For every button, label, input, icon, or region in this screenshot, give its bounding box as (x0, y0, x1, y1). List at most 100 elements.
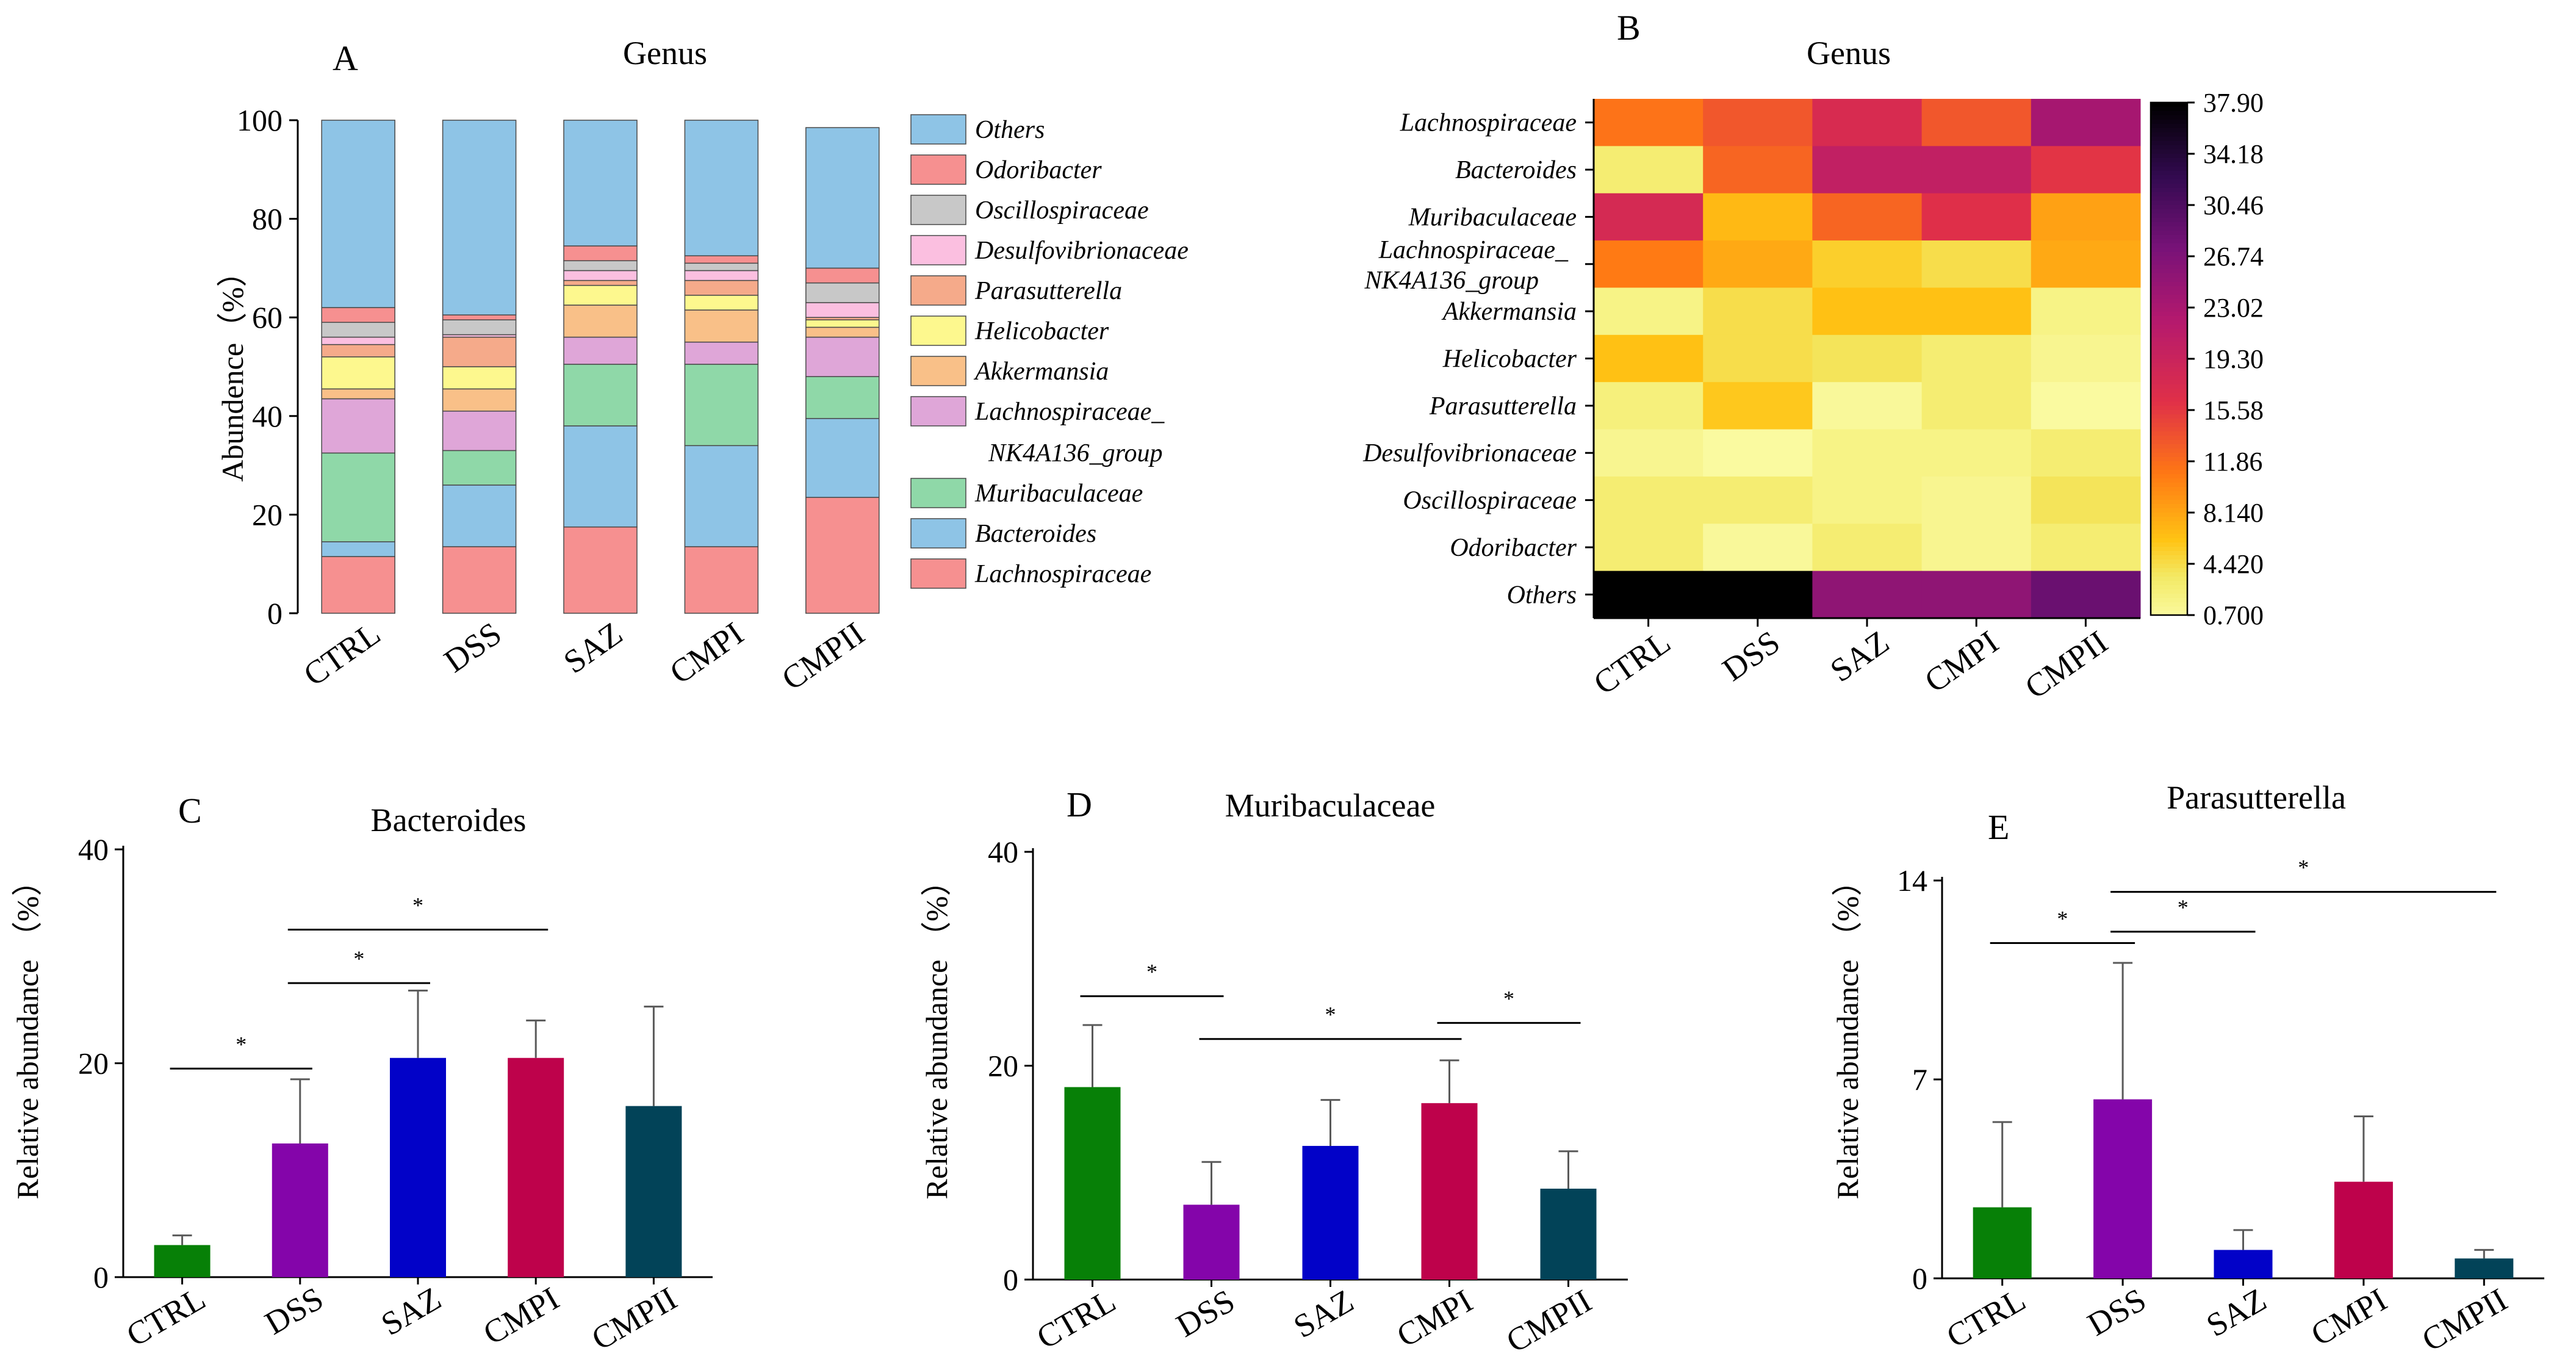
heatmap-column-label-ctrl: CTRL (1587, 624, 1677, 702)
heatmap-cell-helicobacter-saz (1812, 334, 1923, 383)
heatmap-cell-lachnospiraceae-cmpi (1921, 99, 2032, 146)
colorbar-gradient-step (2151, 141, 2187, 146)
colorbar-tick-label: 8.140 (2203, 498, 2264, 528)
heatmap-cell-muribaculaceae-cmpii (2031, 193, 2141, 241)
panel-letter-c: C (178, 791, 202, 830)
panel-a-legend-label-bacteroides: Bacteroides (975, 520, 1096, 548)
colorbar-gradient-step (2151, 495, 2187, 500)
panel-b-heatmap-cells (1594, 99, 2141, 619)
panel-a-bar-segment-oscillospiraceae-dss (442, 319, 517, 336)
panel-a-bar-segment-others-ctrl (321, 120, 395, 308)
colorbar-gradient-step (2151, 594, 2187, 599)
colorbar-gradient-step (2151, 521, 2187, 526)
colorbar-gradient-step (2151, 487, 2187, 492)
heatmap-row-label-odoribacter: Odoribacter (1450, 534, 1577, 562)
colorbar-gradient-step (2151, 171, 2187, 176)
panel-a-bar-segment-muribaculaceae-cmpi (684, 364, 759, 447)
colorbar-gradient-step (2151, 162, 2187, 167)
panel-a-bar-segment-desulfovibrionaceae-cmpi (684, 270, 759, 281)
heatmap-row-label-muribaculaceae: Muribaculaceae (1408, 203, 1577, 231)
panel-e-significance-star: * (2057, 906, 2068, 931)
heatmap-cell-bacteroides-cmpi (1921, 146, 2032, 194)
colorbar-gradient-step (2151, 534, 2187, 539)
heatmap-cell-bacteroides-saz (1812, 146, 1923, 194)
panel-c-bar-dss (272, 1143, 328, 1277)
panel-a-x-tick-label: CMPI (663, 615, 750, 691)
heatmap-row-label-others: Others (1507, 581, 1577, 609)
heatmap-column-label-saz: SAZ (1824, 624, 1896, 690)
heatmap-cell-bacteroides-dss (1703, 146, 1813, 194)
colorbar-gradient-step (2151, 222, 2187, 227)
colorbar-gradient-step (2151, 607, 2187, 611)
panel-a-bar-segment-bacteroides-cmpii (805, 418, 880, 498)
colorbar-tick-label: 23.02 (2203, 293, 2264, 323)
panel-c-y-tick-label: 20 (78, 1046, 109, 1081)
panel-a-legend: Others Odoribacter Oscillospiraceae Desulfo… (910, 114, 1189, 589)
panel-c-significance-star: * (412, 893, 423, 917)
panel-e-x-tick-label-cmpi: CMPI (2305, 1281, 2393, 1353)
panel-b-row-labels: Lachnospiraceae Bacteroides Muribaculaceae… (1362, 109, 1594, 609)
panel-d-significance-star: * (1325, 1003, 1336, 1027)
heatmap-cell-parasutterella-cmpii (2031, 382, 2141, 430)
panel-a-legend-swatch-parasutterella (910, 275, 966, 306)
panel-a-legend-swatch-oscillospiraceae (910, 195, 966, 225)
panel-c-x-tick-label-saz: SAZ (375, 1280, 447, 1342)
colorbar-gradient-step (2151, 115, 2187, 120)
panel-a-x-tick-label: CMPII (775, 615, 871, 697)
panel-a-legend-label-helicobacter: Helicobacter (974, 317, 1109, 345)
heatmap-row-label-lachnospiraceae-nk4a136-group: Lachnospiraceae_ NK4A136_group (1364, 236, 1569, 295)
colorbar-gradient-step (2151, 278, 2187, 283)
panel-d-x-tick-label-saz: SAZ (1287, 1282, 1359, 1345)
colorbar-gradient-step (2151, 128, 2187, 133)
heatmap-cell-helicobacter-dss (1703, 334, 1813, 383)
heatmap-cell-muribaculaceae-dss (1703, 193, 1813, 241)
colorbar-gradient-step (2151, 448, 2187, 453)
panel-e-bar-saz (2214, 1250, 2273, 1278)
panel-a-y-tick-label: 0 (267, 596, 282, 630)
panel-a-legend-swatch-others (910, 114, 966, 145)
colorbar-gradient-step (2151, 483, 2187, 488)
colorbar-gradient-step (2151, 598, 2187, 603)
panel-a-bar-segment-bacteroides-dss (442, 484, 517, 547)
panel-a-bar-segment-lachnospiraceae-ctrl (321, 556, 395, 614)
panel-a-bar-segment-lachnospiraceae-dss (442, 546, 517, 614)
panel-a-y-axis-label: Abundence（%） (215, 256, 250, 481)
panel-c-bar-ctrl (154, 1245, 210, 1277)
panel-e-x-tick-label-dss: DSS (2081, 1281, 2152, 1342)
colorbar-gradient-step (2151, 273, 2187, 278)
panel-a-x-tick-labels: CTRL DSS SAZ CMPI CMPII (297, 615, 871, 697)
colorbar-gradient-step (2151, 372, 2187, 376)
colorbar-gradient-step (2151, 184, 2187, 189)
panel-a-bar-segment-desulfovibrionaceae-ctrl (321, 336, 395, 345)
colorbar-tick-label: 34.18 (2203, 139, 2264, 169)
colorbar-gradient-step (2151, 542, 2187, 547)
legend-line: Lachnospiraceae_ (974, 398, 1165, 426)
colorbar-gradient-step (2151, 320, 2187, 325)
heatmap-cell-lachnospiraceae-nk4a136-group-cmpi (1921, 240, 2032, 288)
panel-a-bar-segment-others-cmpi (684, 120, 759, 256)
heatmap-cell-bacteroides-ctrl (1594, 146, 1704, 194)
heatmap-cell-desulfovibrionaceae-ctrl (1594, 429, 1704, 477)
panel-c-bar-cmpi (508, 1057, 564, 1277)
heatmap-cell-muribaculaceae-saz (1812, 193, 1923, 241)
colorbar-gradient-step (2151, 154, 2187, 159)
colorbar-gradient-step (2151, 551, 2187, 556)
heatmap-row-label-oscillospiraceae: Oscillospiraceae (1403, 487, 1577, 515)
heatmap-cell-akkermansia-dss (1703, 287, 1813, 336)
panel-a-y-ticks: 0 20 40 60 80 100 (237, 103, 299, 630)
heatmap-row-label-line: NK4A136_group (1364, 267, 1539, 295)
panel-a-bar-segment-helicobacter-saz (563, 284, 638, 306)
panel-a-bar-segment-helicobacter-cmpii (805, 319, 880, 328)
colorbar-gradient-step (2151, 132, 2187, 137)
panel-d-bar-cmpi (1421, 1103, 1478, 1280)
panel-a-bar-segment-others-saz (563, 120, 638, 247)
colorbar-gradient-step (2151, 444, 2187, 449)
colorbar-tick-label: 26.74 (2203, 242, 2264, 272)
colorbar-gradient-step (2151, 414, 2187, 419)
panel-letter-a: A (333, 38, 358, 78)
colorbar-gradient-step (2151, 466, 2187, 470)
panel-a-x-tick-label: DSS (437, 615, 508, 680)
colorbar-gradient-step (2151, 530, 2187, 535)
panel-a-bar-segment-odoribacter-dss (442, 314, 517, 320)
colorbar-gradient-step (2151, 235, 2187, 240)
